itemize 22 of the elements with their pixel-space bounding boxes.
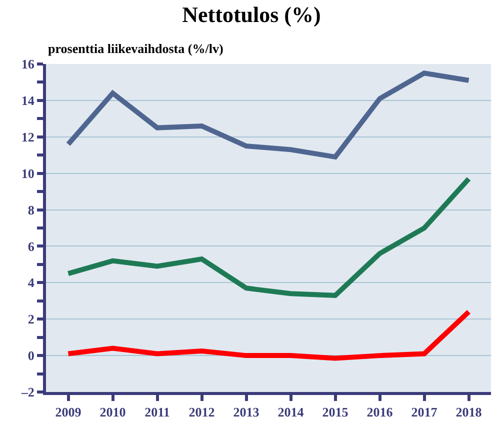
y-tick-label: 4 [28, 275, 35, 290]
y-tick-label: 16 [21, 56, 35, 72]
x-tick-label: 2015 [322, 404, 349, 420]
y-tick-label: 12 [21, 129, 34, 144]
y-tick-label: 8 [28, 202, 35, 218]
y-tick-label: 14 [21, 92, 35, 108]
x-tick-label: 2012 [188, 404, 215, 420]
x-tick-label: 2016 [366, 404, 394, 420]
y-tick-label: 0 [28, 348, 34, 364]
x-tick-label: 2013 [233, 404, 260, 420]
x-tick-label: 2011 [144, 404, 170, 420]
x-tick-label: 2009 [55, 404, 82, 420]
x-tick-label: 2010 [100, 404, 126, 420]
x-tick-label: 2017 [411, 404, 438, 420]
x-tick-label: 2018 [456, 404, 482, 420]
y-tick-label: 2 [28, 312, 34, 327]
chart-title: Nettotulos (%) [182, 2, 321, 27]
y-tick-label: –2 [20, 384, 34, 400]
y-tick-label: 10 [21, 166, 34, 181]
chart-subtitle: prosenttia liikevaihdosta (%/lv) [48, 41, 224, 56]
x-tick-label: 2014 [278, 404, 304, 420]
y-tick-label: 6 [28, 238, 35, 254]
